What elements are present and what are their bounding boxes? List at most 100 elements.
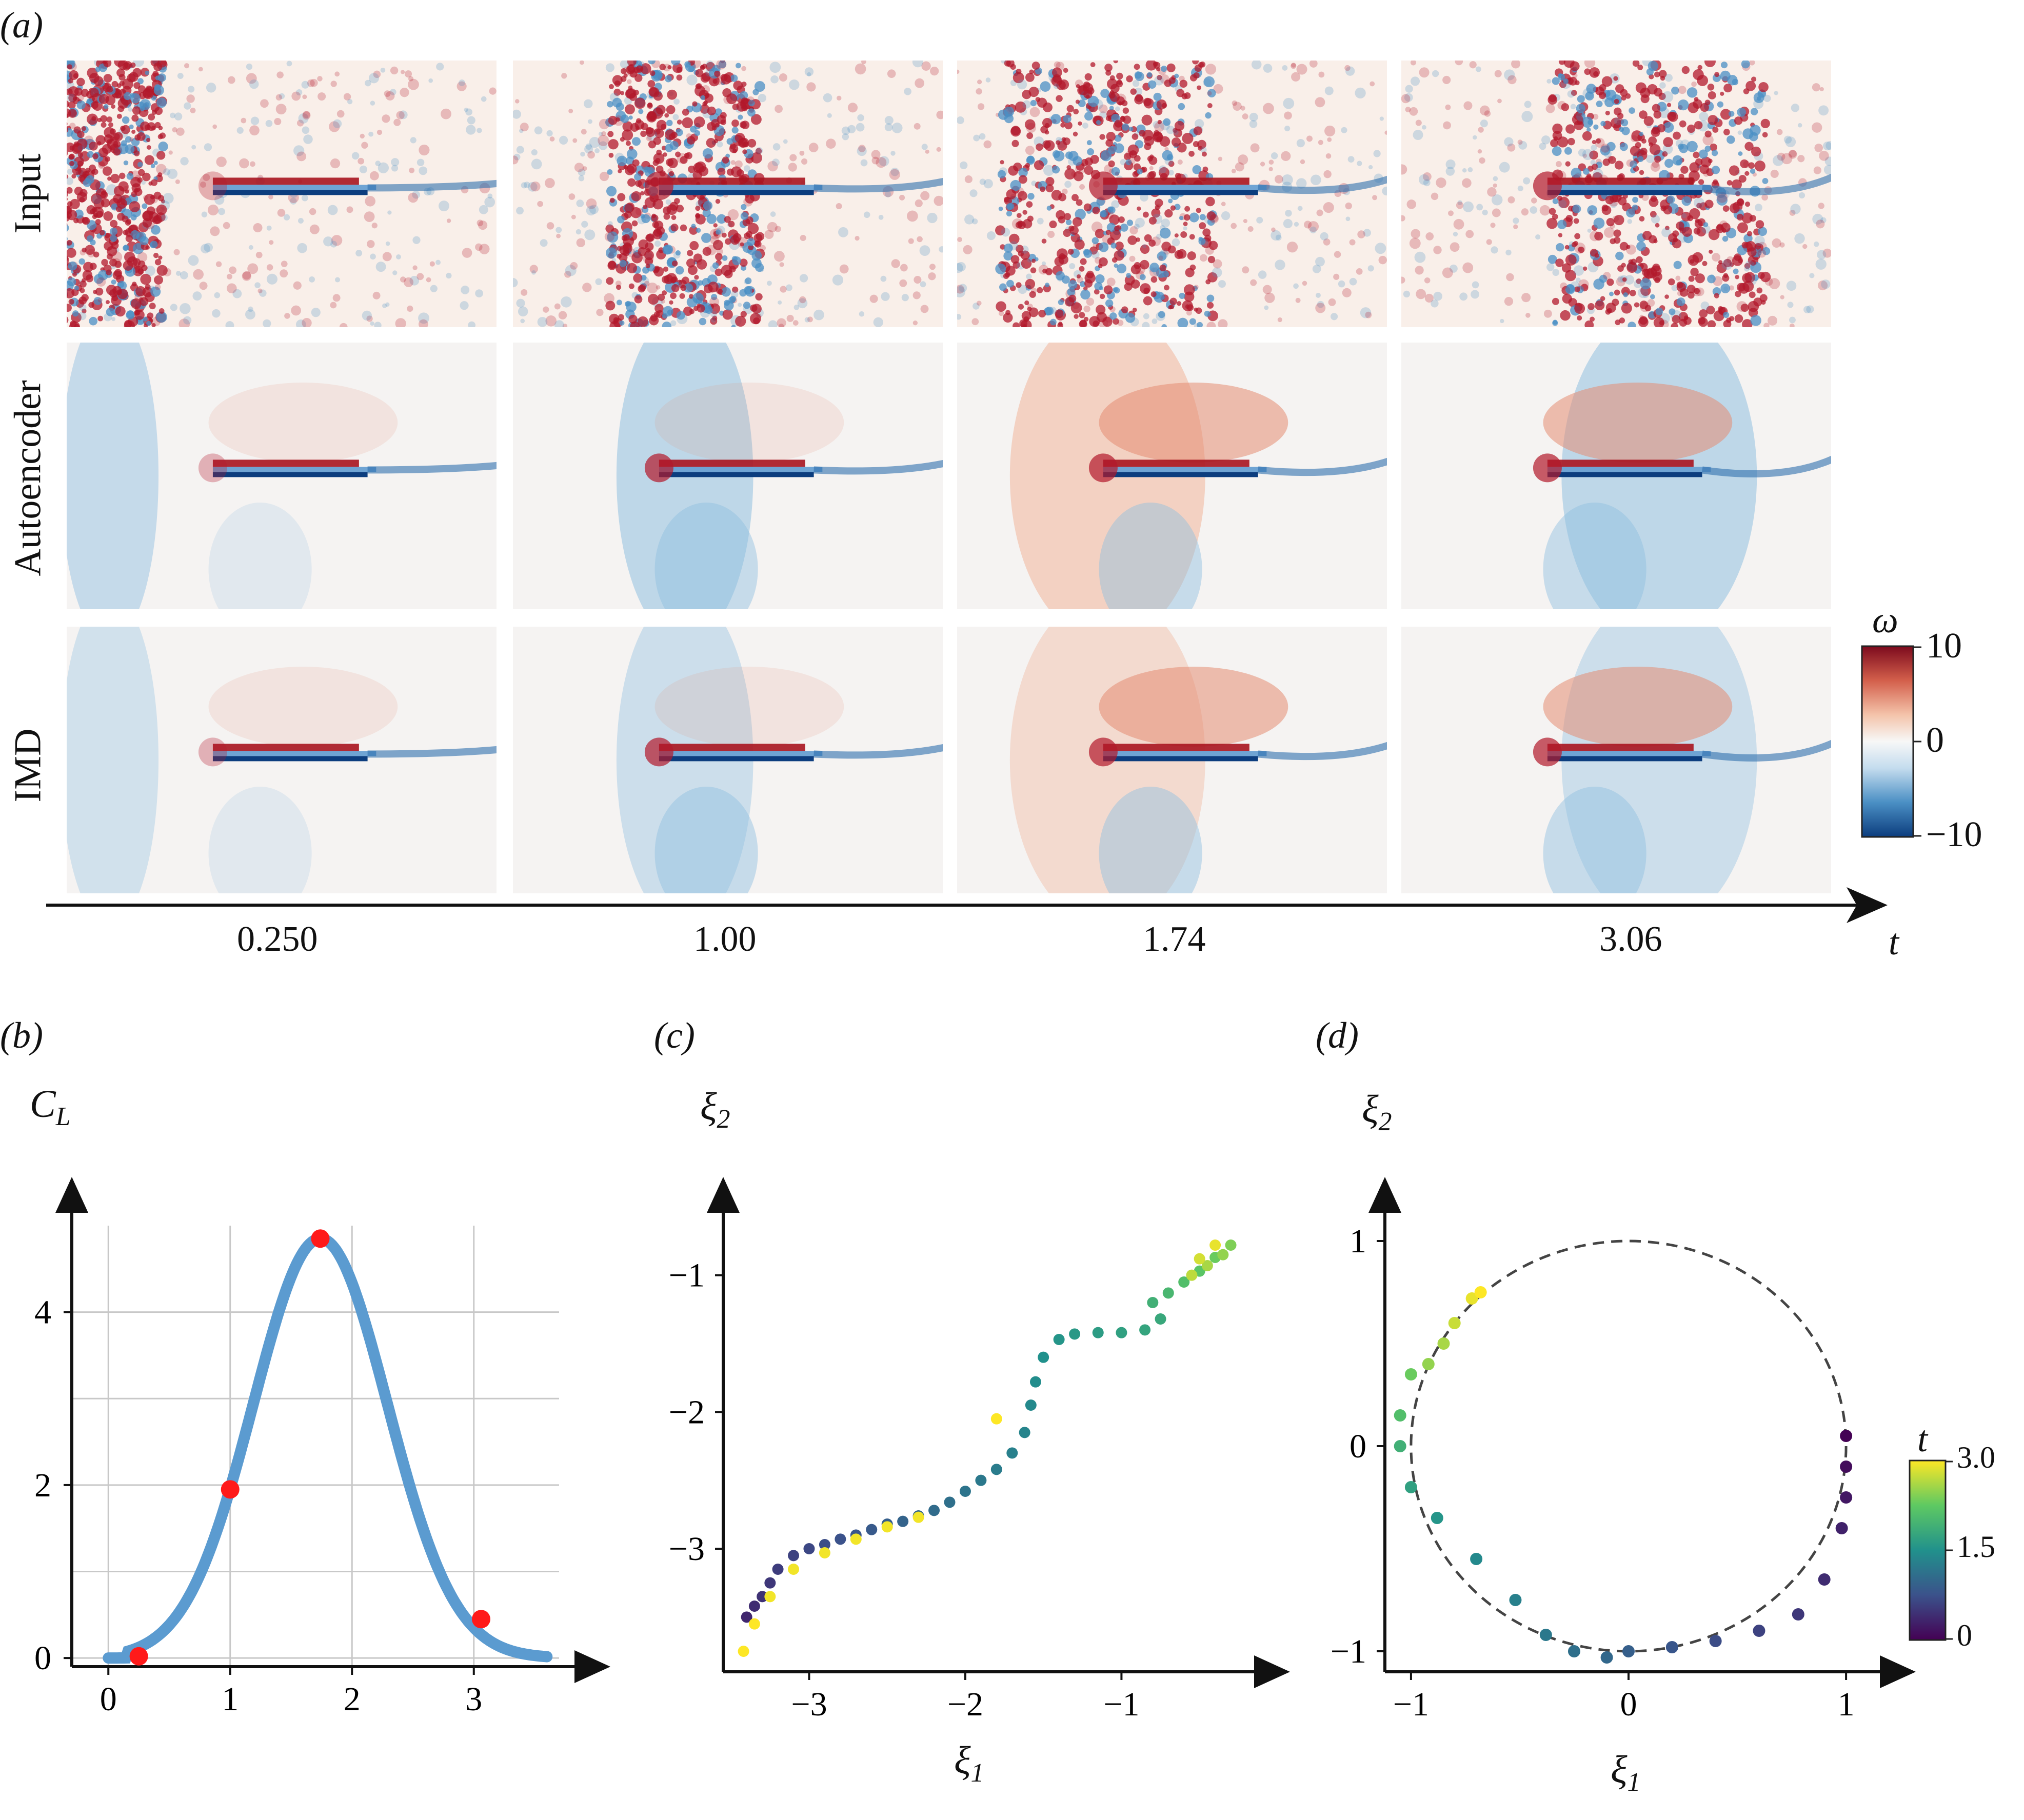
latent-point: [1217, 1249, 1229, 1261]
imd-latent-point: [1835, 1522, 1848, 1534]
panel-d-xtick: 0: [1620, 1686, 1637, 1723]
latent-point: [1194, 1253, 1205, 1265]
panel-c-xtick: −3: [791, 1686, 827, 1723]
panel-b-ytick: 2: [34, 1467, 51, 1504]
latent-point: [944, 1496, 956, 1508]
vorticity-colorbar: [1861, 645, 1921, 838]
imd-latent-point: [1539, 1629, 1552, 1641]
latent-point: [1209, 1239, 1221, 1251]
latent-point: [959, 1486, 971, 1497]
panel-b-ylabel: CL: [30, 1083, 71, 1132]
imd-latent-point: [1422, 1358, 1435, 1370]
latent-point: [1069, 1328, 1081, 1340]
latent-point: [1025, 1399, 1037, 1411]
cl-marker: [221, 1480, 240, 1499]
time-colorbar-tick-min: 0: [1957, 1618, 1972, 1652]
panel-b-xtick: 3: [465, 1681, 482, 1718]
cl-curve: [103, 1233, 553, 1664]
latent-point: [1155, 1313, 1166, 1325]
latent-point: [1178, 1276, 1190, 1288]
panel-d-xtick: 1: [1838, 1686, 1855, 1723]
latent-point: [757, 1591, 768, 1603]
colorbar-tick-zero: 0: [1926, 721, 1944, 760]
panel-b-label: (b): [0, 1015, 43, 1056]
imd-latent-point: [1753, 1625, 1765, 1637]
imd-latent-point: [1431, 1512, 1443, 1524]
panel-d-xtick: −1: [1393, 1686, 1429, 1723]
latent-point: [1225, 1239, 1237, 1251]
time-label-1: 1.00: [693, 919, 757, 959]
imd-latent-point: [1509, 1594, 1522, 1606]
field-tile: [513, 343, 943, 609]
field-tile: [1401, 343, 1831, 609]
time-label-0: 0.250: [237, 919, 318, 959]
field-tile: [67, 627, 497, 893]
time-colorbar-tick-mid: 1.5: [1957, 1530, 1995, 1564]
latent-point: [741, 1611, 752, 1623]
latent-point: [748, 1618, 760, 1630]
latent-point: [975, 1474, 987, 1486]
time-label-3: 3.06: [1599, 919, 1662, 959]
time-colorbar: [1909, 1459, 1953, 1641]
latent-point: [1006, 1447, 1018, 1459]
imd-latent-point: [1394, 1409, 1406, 1422]
colorbar-gradient: [1861, 645, 1914, 838]
time-label-2: 1.74: [1143, 919, 1206, 959]
panel-d-colorbar-symbol: t: [1917, 1418, 1928, 1459]
field-tile: [957, 627, 1387, 893]
panel-c-ytick: −2: [669, 1393, 705, 1431]
panel-d-label: (d): [1316, 1015, 1359, 1056]
panel-c-ytick: −1: [669, 1257, 705, 1294]
latent-point: [748, 1601, 760, 1612]
latent-point: [1038, 1351, 1049, 1363]
panel-b-xtick: 0: [100, 1681, 117, 1718]
imd-latent-point: [1792, 1608, 1804, 1621]
imd-latent-point: [1465, 1292, 1478, 1305]
latent-point: [1147, 1297, 1159, 1308]
imd-latent-point: [1840, 1491, 1853, 1504]
panel-a-label: (a): [0, 4, 43, 47]
latent-point: [1201, 1260, 1213, 1271]
field-tile: [513, 627, 943, 893]
panel-b-ytick: 0: [34, 1639, 51, 1677]
imd-latent-point: [1448, 1317, 1461, 1329]
panel-c-xtick: −1: [1103, 1686, 1139, 1723]
imd-latent-point: [1818, 1573, 1831, 1586]
imd-latent-point: [1709, 1635, 1722, 1647]
cl-marker: [311, 1229, 330, 1248]
panel-c-label: (c): [654, 1015, 695, 1056]
cl-marker: [129, 1647, 148, 1666]
field-tile: [67, 61, 497, 327]
lift-coefficient-plot: 0 1 2 3 0 2 4 t: [34, 1177, 610, 1744]
colorbar-tick-max: 10: [1926, 626, 1962, 666]
colorbar-symbol-omega: ω: [1872, 599, 1898, 641]
latent-point: [1029, 1376, 1041, 1388]
latent-point: [803, 1543, 815, 1554]
imd-latent-point: [1665, 1641, 1678, 1653]
latent-point: [764, 1577, 776, 1589]
latent-point: [819, 1539, 830, 1550]
latent-space-autoencoder-plot: −3 −2 −1 −1 −2 −3: [669, 1177, 1290, 1723]
panel-d-ytick: 0: [1350, 1428, 1366, 1465]
panel-c-ytick: −3: [669, 1530, 705, 1568]
field-tile: [1401, 627, 1831, 893]
imd-latent-point: [1394, 1440, 1406, 1452]
imd-latent-point: [1470, 1553, 1483, 1565]
field-tile: [513, 61, 943, 327]
panel-b-xtick: 2: [344, 1681, 361, 1718]
imd-latent-point: [1840, 1430, 1853, 1442]
panel-d-ylabel: ξ2: [1362, 1088, 1392, 1137]
latent-point: [1116, 1327, 1127, 1338]
latent-point: [1092, 1327, 1104, 1338]
latent-point: [1162, 1287, 1174, 1299]
field-tile: [1401, 61, 1831, 327]
latent-point: [788, 1564, 800, 1575]
latent-point: [866, 1524, 878, 1535]
time-axis: [46, 887, 1888, 923]
vorticity-field-grid: [67, 61, 1831, 893]
time-axis-label: t: [1889, 922, 1899, 963]
latent-space-imd-plot: −1 0 1 1 0 −1: [1331, 1177, 1916, 1723]
panel-b-ytick: 4: [34, 1294, 51, 1331]
field-tile: [957, 343, 1387, 609]
time-colorbar-tick-max: 3.0: [1957, 1441, 1995, 1474]
